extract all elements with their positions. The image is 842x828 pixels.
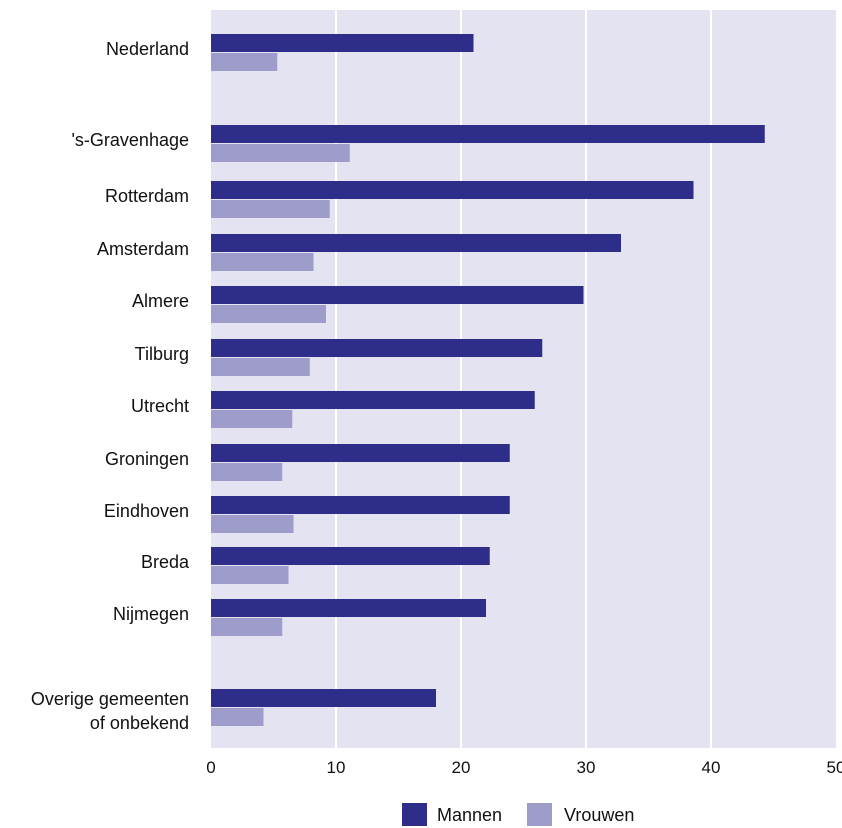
bar-vrouwen-2 [211,200,330,218]
bar-mannen-2 [211,181,694,199]
category-label-1: 's-Gravenhage [71,130,189,150]
bar-mannen-5 [211,339,543,357]
category-label-10: Nijmegen [113,604,189,624]
category-label-3: Amsterdam [97,239,189,259]
bar-vrouwen-0 [211,53,278,71]
category-labels: Nederland 's-Gravenhage Rotterdam Amsterdam… [31,39,190,733]
bar-vrouwen-11 [211,708,264,726]
bar-mannen-4 [211,286,584,304]
category-label-9: Breda [141,552,190,572]
bar-mannen-1 [211,125,765,143]
legend-label-mannen: Mannen [437,805,502,825]
x-tick-label-0: 0 [206,758,215,777]
legend-swatch-mannen [402,803,427,826]
bar-vrouwen-10 [211,618,283,636]
bars [211,34,765,726]
bar-vrouwen-5 [211,358,310,376]
category-label-2: Rotterdam [105,186,189,206]
bar-vrouwen-9 [211,566,289,584]
plot-area [211,10,836,748]
category-label-0: Nederland [106,39,189,59]
bar-vrouwen-7 [211,463,283,481]
bar-vrouwen-8 [211,515,294,533]
bar-mannen-11 [211,689,436,707]
x-tick-label-30: 30 [577,758,596,777]
legend: Mannen Vrouwen [402,803,634,826]
bar-mannen-3 [211,234,621,252]
category-label-4: Almere [132,291,189,311]
bar-vrouwen-1 [211,144,350,162]
x-tick-label-10: 10 [327,758,346,777]
bar-vrouwen-3 [211,253,314,271]
x-tick-label-20: 20 [452,758,471,777]
category-label-11-line-0: Overige gemeenten [31,689,189,709]
category-label-8: Eindhoven [104,501,189,521]
legend-swatch-vrouwen [527,803,552,826]
bar-mannen-6 [211,391,535,409]
category-label-5: Tilburg [135,344,189,364]
legend-label-vrouwen: Vrouwen [564,805,634,825]
bar-vrouwen-4 [211,305,326,323]
category-label-11-line-1: of onbekend [90,713,189,733]
bar-mannen-7 [211,444,510,462]
category-label-7: Groningen [105,449,189,469]
bar-mannen-8 [211,496,510,514]
x-tick-label-40: 40 [702,758,721,777]
bar-vrouwen-6 [211,410,293,428]
bar-mannen-0 [211,34,474,52]
category-label-6: Utrecht [131,396,189,416]
x-axis-tick-labels: 0 10 20 30 40 50 [206,758,842,777]
x-tick-label-50: 50 [827,758,842,777]
bar-mannen-9 [211,547,490,565]
bar-mannen-10 [211,599,486,617]
